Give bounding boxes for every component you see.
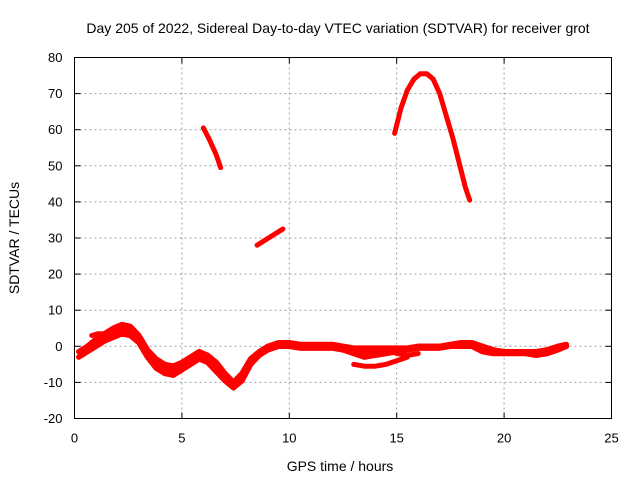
series-short-segment-a bbox=[89, 331, 108, 338]
y-tick-label: -20 bbox=[44, 411, 63, 426]
series-high-arc-2 bbox=[254, 226, 286, 248]
y-tick-label: 20 bbox=[48, 267, 62, 282]
chart-title: Day 205 of 2022, Sidereal Day-to-day VTE… bbox=[86, 20, 589, 36]
y-tick-label: 40 bbox=[48, 194, 62, 209]
x-tick-label: 20 bbox=[497, 431, 511, 446]
y-axis-label: SDTVAR / TECUs bbox=[6, 182, 22, 294]
x-tick-label: 10 bbox=[282, 431, 296, 446]
x-tick-label: 5 bbox=[178, 431, 185, 446]
data-series bbox=[76, 71, 570, 391]
y-tick-label: 30 bbox=[48, 231, 62, 246]
x-tick-label: 15 bbox=[389, 431, 403, 446]
y-tick-label: 60 bbox=[48, 122, 62, 137]
axis-ticks: 0 5 10 15 20 25 -20 -10 0 10 20 30 40 50 60 70 80 bbox=[44, 50, 619, 446]
y-tick-label: 70 bbox=[48, 86, 62, 101]
series-high-arc-1 bbox=[200, 125, 224, 171]
series-high-arc-3 bbox=[392, 71, 473, 203]
x-tick-label: 25 bbox=[604, 431, 618, 446]
y-tick-label: 0 bbox=[55, 339, 62, 354]
x-axis-label: GPS time / hours bbox=[287, 458, 394, 474]
main-band-fill bbox=[78, 324, 567, 388]
y-tick-label: -10 bbox=[44, 375, 63, 390]
series-short-segment-b bbox=[351, 354, 410, 369]
y-tick-label: 50 bbox=[48, 158, 62, 173]
x-tick-label: 0 bbox=[71, 431, 78, 446]
y-tick-label: 10 bbox=[48, 303, 62, 318]
y-tick-label: 80 bbox=[48, 50, 62, 65]
